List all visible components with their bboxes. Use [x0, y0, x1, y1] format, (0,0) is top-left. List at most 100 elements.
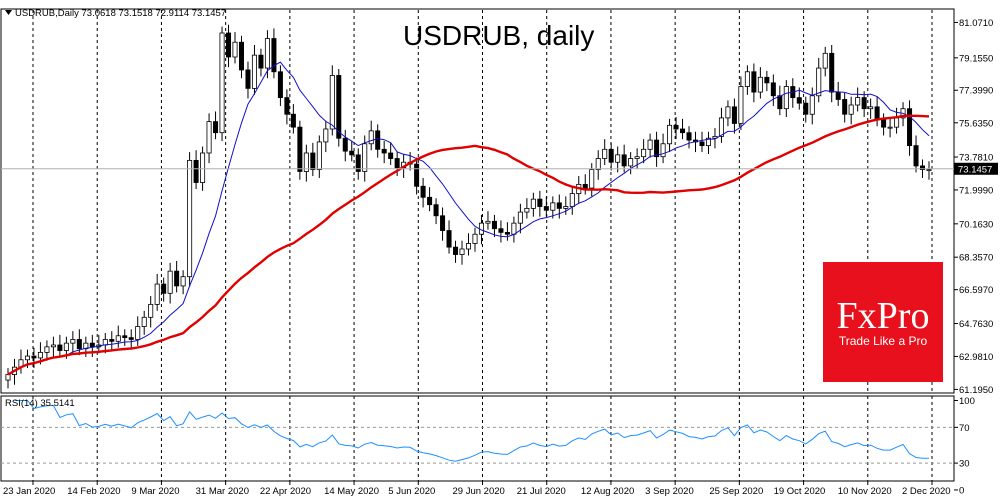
candle — [161, 277, 167, 302]
price-tick-label: 79.1550 — [959, 53, 993, 64]
rsi-panel-frame — [0, 395, 955, 482]
candle — [440, 207, 446, 241]
candle — [537, 190, 543, 217]
candle — [595, 150, 601, 180]
candle — [472, 227, 478, 252]
chart-title: USDRUB, daily — [403, 20, 594, 51]
time-label: 2 Dec 2020 — [902, 486, 951, 497]
candle — [855, 87, 861, 112]
candle — [861, 91, 867, 117]
candle — [115, 325, 121, 348]
price-panel-frame — [0, 8, 955, 394]
chart-menu-icon[interactable] — [5, 10, 12, 15]
logo-background — [823, 262, 943, 382]
candle — [602, 139, 608, 165]
rsi-header-text: RSI(14) 35.5141 — [5, 398, 75, 409]
candle — [738, 76, 744, 130]
time-label: 23 Jan 2020 — [3, 486, 55, 497]
fxpro-logo: FxPro Trade Like a Pro — [823, 262, 943, 382]
candle — [206, 113, 212, 164]
candle — [245, 61, 251, 99]
rsi-tick-label: 0 — [959, 485, 964, 496]
candle — [582, 174, 588, 195]
candle — [219, 26, 225, 141]
candle — [641, 139, 647, 164]
time-axis: 23 Jan 2020 14 Feb 2020 9 Mar 2020 31 Mar 2… — [3, 481, 951, 497]
candle — [57, 334, 63, 357]
candle — [167, 262, 173, 304]
ma-slow-line — [7, 114, 930, 376]
candle — [271, 28, 277, 79]
candle — [284, 89, 290, 125]
candle — [187, 152, 193, 287]
rsi-tick-label: 100 — [959, 396, 975, 407]
current-price-label: 73.1457 — [958, 164, 992, 175]
candle — [297, 120, 303, 180]
candle — [258, 48, 264, 77]
candle — [654, 131, 660, 167]
candle — [128, 329, 134, 350]
candle — [848, 96, 854, 125]
candle — [323, 120, 329, 153]
candle — [109, 331, 115, 352]
candle — [50, 336, 56, 357]
candle — [615, 146, 621, 173]
time-label: 19 Oct 2020 — [774, 486, 826, 497]
candle — [180, 270, 186, 295]
rsi-tick-label: 30 — [959, 459, 970, 470]
time-label: 31 Mar 2020 — [196, 486, 249, 497]
candle — [465, 233, 472, 256]
price-tick-label: 71.9990 — [959, 185, 993, 196]
candle — [524, 198, 530, 219]
time-label: 12 Aug 2020 — [581, 486, 634, 497]
candle — [459, 240, 465, 265]
price-tick-label: 77.3990 — [959, 86, 993, 97]
price-tick-label: 64.7630 — [959, 319, 993, 330]
candle — [731, 98, 737, 134]
candle — [277, 65, 283, 106]
candle — [70, 331, 76, 354]
candle — [504, 222, 510, 241]
candle — [381, 141, 387, 164]
candle — [796, 87, 802, 110]
time-label: 21 Jul 2020 — [517, 486, 566, 497]
candle — [375, 124, 381, 158]
candle — [822, 46, 828, 77]
candle — [193, 150, 199, 189]
price-tick-label: 73.7810 — [959, 153, 993, 164]
candle — [550, 196, 556, 219]
rsi-line — [14, 400, 929, 462]
candle — [660, 133, 666, 164]
candle — [446, 220, 452, 254]
time-label: 5 Jun 2020 — [388, 486, 435, 497]
candle — [148, 296, 154, 328]
candle — [251, 45, 257, 95]
candle — [868, 98, 874, 119]
candle — [498, 220, 504, 243]
candle — [647, 133, 653, 158]
rsi-levels — [1, 426, 954, 464]
candle — [705, 131, 711, 154]
candle — [122, 329, 128, 346]
time-label: 29 Jun 2020 — [453, 486, 505, 497]
candle — [608, 142, 614, 171]
candle — [226, 24, 232, 68]
time-label: 25 Sep 2020 — [709, 486, 763, 497]
candle — [388, 142, 394, 165]
price-tick-label: 70.1630 — [959, 219, 993, 230]
time-label: 10 Nov 2020 — [838, 486, 892, 497]
candle — [783, 80, 789, 117]
time-label: 22 Apr 2020 — [260, 486, 311, 497]
candles — [5, 24, 932, 389]
candle — [725, 100, 731, 127]
candle — [563, 196, 569, 215]
candle — [667, 118, 673, 153]
candle — [913, 135, 919, 173]
chart-header-text: USDRUB,Daily 73.0618 73.1518 72.9114 73.… — [15, 8, 226, 19]
price-tick-label: 75.6350 — [959, 118, 993, 129]
candle — [433, 198, 439, 225]
candle — [718, 107, 724, 143]
time-label: 9 Mar 2020 — [131, 486, 179, 497]
logo-tagline: Trade Like a Pro — [839, 334, 928, 348]
